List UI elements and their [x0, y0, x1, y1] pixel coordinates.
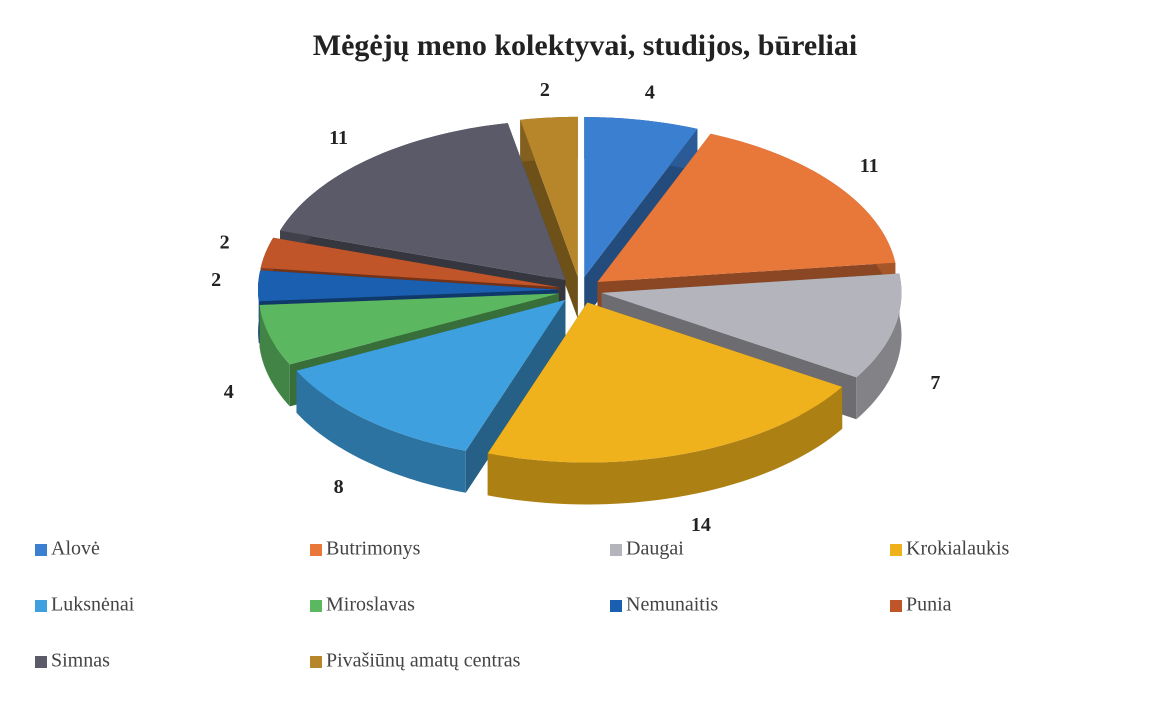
slice-top: [601, 273, 902, 378]
legend-swatch: [890, 600, 902, 612]
slice-wall: [296, 370, 466, 493]
data-label: 8: [334, 476, 344, 498]
slice-wall: [259, 305, 290, 407]
legend-label: Luksnėnai: [51, 594, 135, 616]
legend-swatch: [890, 544, 902, 556]
slice-top: [260, 237, 559, 288]
legend-label: Alovė: [51, 538, 100, 560]
legend-swatch: [35, 544, 47, 556]
legend-label: Daugai: [626, 538, 684, 560]
legend-label: Pivašiūnų amatų centras: [326, 650, 521, 672]
data-label: 2: [540, 79, 550, 101]
legend-swatch: [35, 600, 47, 612]
legend-swatch: [35, 656, 47, 668]
legend-label: Miroslavas: [326, 594, 415, 616]
slice-top: [520, 116, 578, 277]
data-label: 2: [220, 231, 230, 253]
slice-top: [597, 133, 896, 282]
data-label: 14: [691, 514, 711, 536]
legend-label: Simnas: [51, 650, 110, 672]
slice-wall: [856, 273, 902, 420]
data-label: 2: [211, 269, 221, 291]
legend-label: Butrimonys: [326, 538, 421, 560]
pie-slice: [520, 116, 578, 319]
data-label: 4: [645, 82, 655, 104]
legend-swatch: [310, 656, 322, 668]
legend-label: Punia: [906, 594, 952, 616]
slice-top: [487, 302, 843, 463]
slice-side: [520, 119, 578, 319]
slice-top: [584, 117, 698, 278]
data-label: 7: [930, 372, 940, 394]
legend-label: Nemunaitis: [626, 594, 718, 616]
data-label: 11: [329, 127, 348, 149]
slice-top: [258, 270, 559, 302]
slice-top: [280, 123, 566, 281]
legend-swatch: [610, 600, 622, 612]
chart-title: Mėgėjų meno kolektyvai, studijos, būreli…: [313, 29, 857, 62]
legend-swatch: [310, 600, 322, 612]
legend-swatch: [310, 544, 322, 556]
slice-top: [296, 299, 566, 451]
data-label: 4: [224, 381, 234, 403]
slice-top: [259, 293, 559, 365]
legend-label: Krokialaukis: [906, 538, 1010, 560]
pie-slice: [296, 299, 566, 493]
pie-slice: [487, 302, 843, 505]
data-label: 11: [860, 155, 879, 177]
slice-wall: [487, 386, 843, 505]
legend-swatch: [610, 544, 622, 556]
